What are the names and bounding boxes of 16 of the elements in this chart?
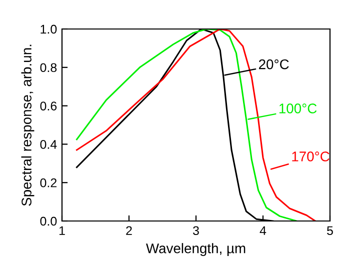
y-tick-label: 0.2 [40, 178, 57, 188]
x-tick-label: 2 [126, 226, 132, 235]
x-tick-label: 5 [327, 226, 333, 236]
annotation: 20°C [259, 59, 289, 70]
y-axis-title: Spectral response, arb.un. [21, 44, 34, 206]
y-tick-label: 0.0 [40, 216, 57, 226]
y-tick-label: 0.8 [40, 63, 57, 72]
y-tick-label: 1.0 [40, 24, 57, 34]
annotation: 100°C [279, 104, 317, 114]
x-tick-label: 4 [260, 226, 266, 235]
x-tick-label: 1 [59, 226, 65, 235]
x-tick-label: 3 [193, 226, 199, 236]
y-tick-label: 0.6 [40, 102, 57, 110]
x-axis-title: Wavelength, µm [146, 243, 246, 256]
annotation: 170°C [292, 152, 330, 162]
y-tick-label: 0.4 [40, 140, 57, 149]
